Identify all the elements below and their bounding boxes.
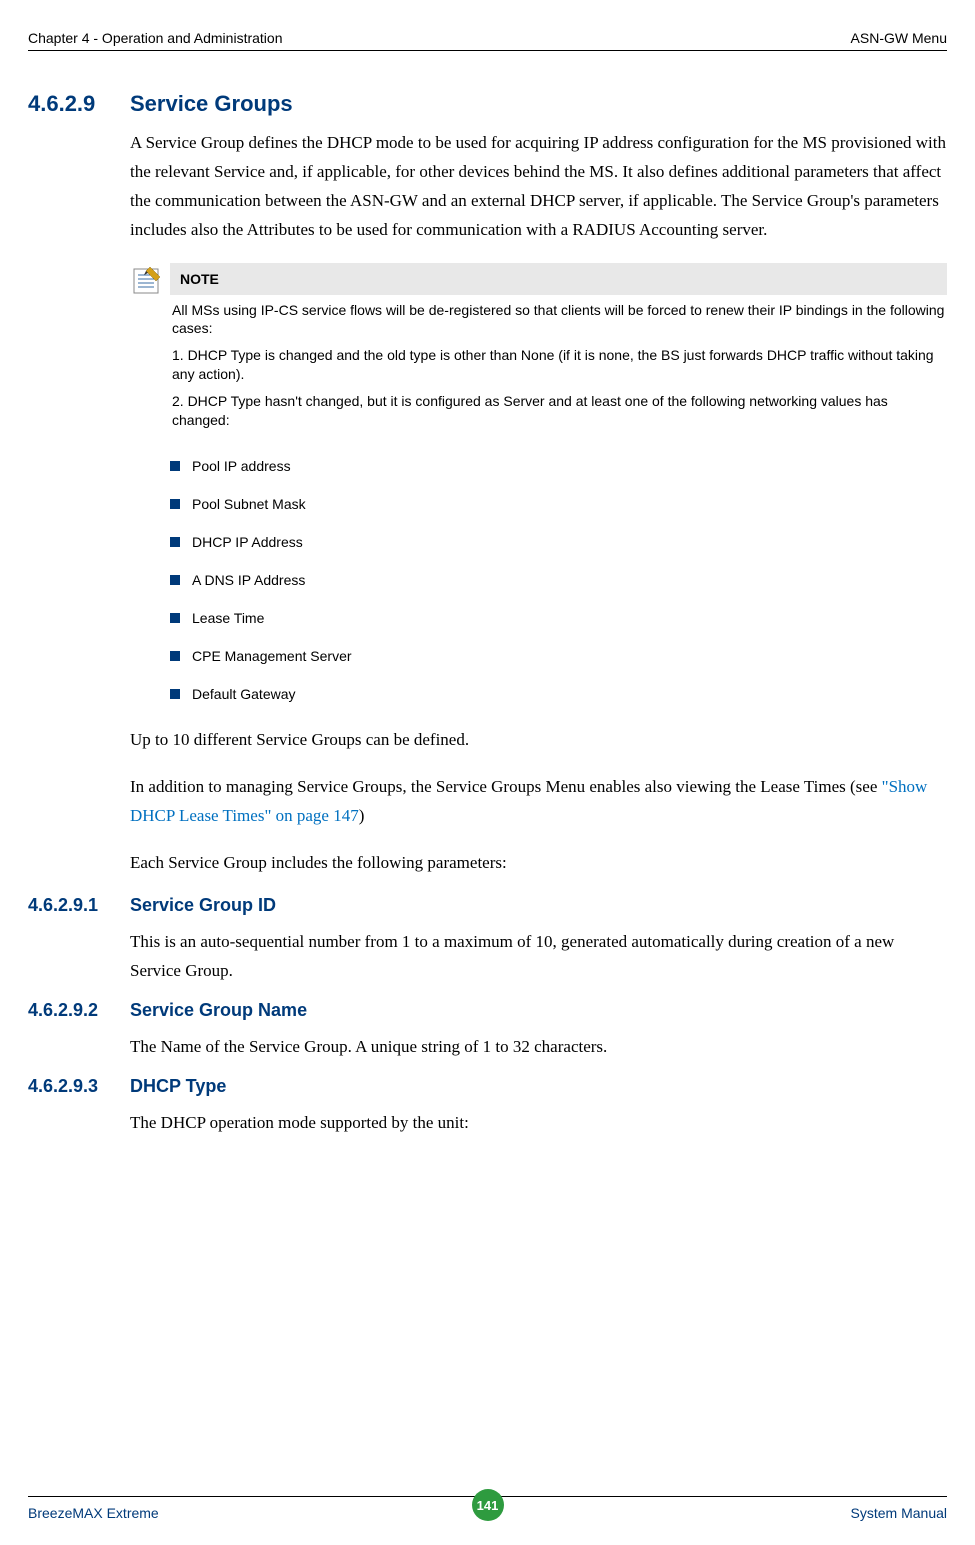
section-title: Service Group Name	[130, 1000, 307, 1021]
paragraph-text: )	[359, 806, 365, 825]
section-heading-service-group-name: 4.6.2.9.2 Service Group Name	[28, 1000, 947, 1021]
section-title: DHCP Type	[130, 1076, 226, 1097]
section-heading-service-groups: 4.6.2.9 Service Groups	[28, 91, 947, 117]
section-number: 4.6.2.9.2	[28, 1000, 130, 1021]
bullet-list: Pool IP address Pool Subnet Mask DHCP IP…	[170, 458, 947, 702]
paragraph: Up to 10 different Service Groups can be…	[130, 726, 947, 755]
page-number-badge: 141	[472, 1489, 504, 1521]
note-paragraph: All MSs using IP-CS service flows will b…	[170, 301, 947, 339]
list-item-label: Pool Subnet Mask	[192, 496, 306, 512]
paragraph: In addition to managing Service Groups, …	[130, 773, 947, 831]
list-item: A DNS IP Address	[170, 572, 947, 588]
list-item: DHCP IP Address	[170, 534, 947, 550]
list-item: Pool Subnet Mask	[170, 496, 947, 512]
section-body: The DHCP operation mode supported by the…	[130, 1109, 947, 1138]
section-number: 4.6.2.9.1	[28, 895, 130, 916]
list-item: Lease Time	[170, 610, 947, 626]
list-item-label: Lease Time	[192, 610, 264, 626]
list-item: CPE Management Server	[170, 648, 947, 664]
section-title: Service Group ID	[130, 895, 276, 916]
list-item-label: A DNS IP Address	[192, 572, 305, 588]
page-number: 141	[477, 1498, 499, 1513]
list-item-label: CPE Management Server	[192, 648, 352, 664]
note-label: NOTE	[170, 263, 947, 295]
bullet-icon	[170, 461, 180, 471]
bullet-icon	[170, 651, 180, 661]
section-number: 4.6.2.9	[28, 91, 130, 117]
footer-right: System Manual	[851, 1505, 947, 1521]
note-paragraph: 2. DHCP Type hasn't changed, but it is c…	[170, 392, 947, 430]
bullet-icon	[170, 613, 180, 623]
section-body: A Service Group defines the DHCP mode to…	[130, 129, 947, 245]
section-title: Service Groups	[130, 91, 293, 117]
header-left: Chapter 4 - Operation and Administration	[28, 30, 282, 46]
note-icon	[130, 265, 170, 302]
section-heading-dhcp-type: 4.6.2.9.3 DHCP Type	[28, 1076, 947, 1097]
list-item: Default Gateway	[170, 686, 947, 702]
section-body: This is an auto-sequential number from 1…	[130, 928, 947, 986]
bullet-icon	[170, 689, 180, 699]
bullet-icon	[170, 537, 180, 547]
bullet-icon	[170, 499, 180, 509]
section-body: The Name of the Service Group. A unique …	[130, 1033, 947, 1062]
list-item: Pool IP address	[170, 458, 947, 474]
paragraph-text: In addition to managing Service Groups, …	[130, 777, 882, 796]
footer-left: BreezeMAX Extreme	[28, 1505, 159, 1521]
paragraph: Each Service Group includes the followin…	[130, 849, 947, 878]
note-block: NOTE All MSs using IP-CS service flows w…	[130, 263, 947, 438]
list-item-label: Default Gateway	[192, 686, 296, 702]
list-item-label: Pool IP address	[192, 458, 291, 474]
list-item-label: DHCP IP Address	[192, 534, 303, 550]
header-right: ASN-GW Menu	[851, 30, 947, 46]
page-header: Chapter 4 - Operation and Administration…	[28, 30, 947, 51]
bullet-icon	[170, 575, 180, 585]
page-footer: BreezeMAX Extreme 141 System Manual	[28, 1496, 947, 1521]
section-number: 4.6.2.9.3	[28, 1076, 130, 1097]
section-heading-service-group-id: 4.6.2.9.1 Service Group ID	[28, 895, 947, 916]
note-paragraph: 1. DHCP Type is changed and the old type…	[170, 346, 947, 384]
